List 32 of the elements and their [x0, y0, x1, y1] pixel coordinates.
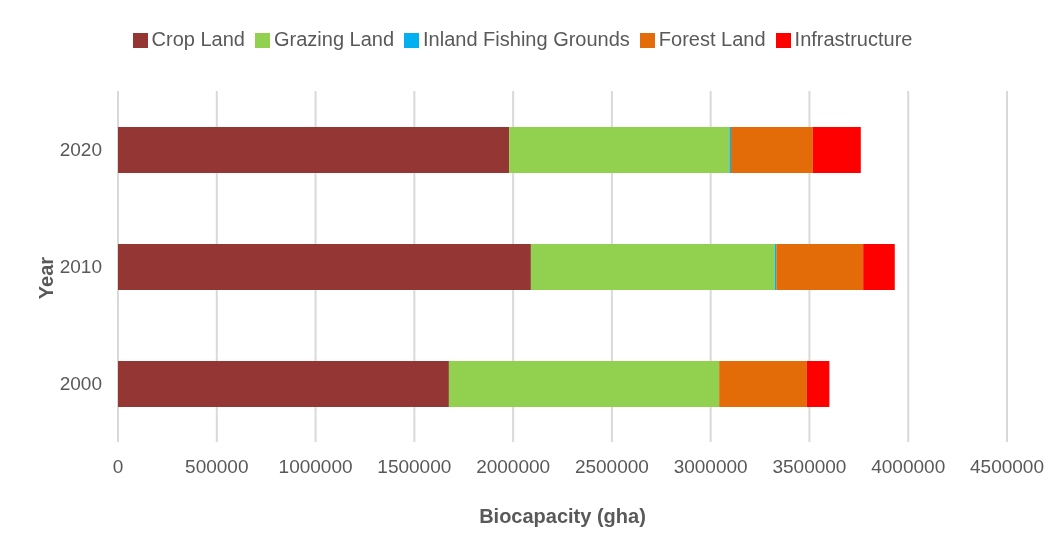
legend-label: Forest Land — [658, 28, 766, 50]
bar — [719, 361, 807, 407]
legend-label: Infrastructure — [794, 28, 913, 50]
bar — [448, 361, 720, 407]
y-axis-title: Year — [34, 256, 58, 300]
bar — [509, 127, 730, 173]
bar — [812, 127, 861, 173]
bar — [118, 361, 449, 407]
bar — [776, 244, 864, 290]
bar — [118, 127, 510, 173]
bar — [530, 244, 775, 290]
y-tick-label: 2010 — [59, 256, 102, 278]
x-tick-label: 1000000 — [278, 456, 353, 478]
x-tick-label: 2000000 — [476, 456, 551, 478]
x-tick-label: 1500000 — [377, 456, 452, 478]
legend-label: Crop Land — [151, 28, 245, 50]
x-tick-label: 3000000 — [673, 456, 748, 478]
x-tick-label: 3500000 — [772, 456, 847, 478]
x-tick-label: 4000000 — [871, 456, 946, 478]
x-tick-label: 500000 — [185, 456, 249, 478]
x-axis-title: Biocapacity (gha) — [478, 505, 647, 528]
bar — [863, 244, 895, 290]
x-tick-label: 4500000 — [970, 456, 1044, 478]
x-tick-label: 2500000 — [574, 456, 649, 478]
bar — [806, 361, 830, 407]
bar — [118, 244, 531, 290]
legend-label: Inland Fishing Grounds — [423, 28, 630, 50]
y-tick-label: 2000 — [59, 373, 102, 395]
y-tick-label: 2020 — [59, 139, 102, 161]
bar — [731, 127, 813, 173]
x-tick-label: 0 — [112, 456, 124, 478]
legend-label: Grazing Land — [273, 28, 395, 50]
